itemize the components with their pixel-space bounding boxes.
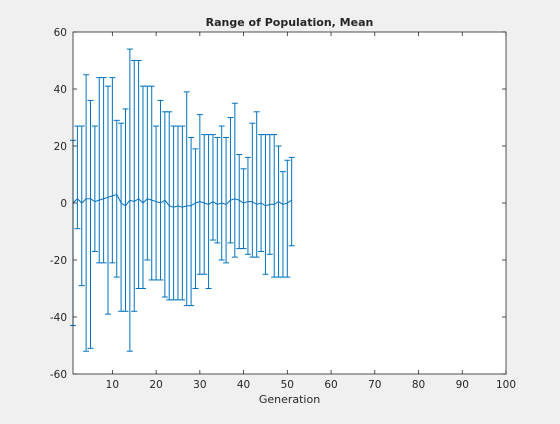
- error-bar: [231, 102, 238, 258]
- x-tick-label: 80: [412, 379, 425, 391]
- error-bar: [100, 77, 107, 264]
- x-tick-label: 50: [281, 379, 294, 391]
- y-tick-label: 0: [60, 198, 67, 210]
- x-tick-label: 100: [496, 379, 516, 391]
- y-tick-label: -40: [50, 312, 67, 324]
- y-tick-label: 40: [54, 84, 67, 96]
- x-tick-label: 20: [149, 379, 162, 391]
- error-bar: [87, 99, 94, 349]
- error-bar: [113, 119, 120, 278]
- error-bar: [109, 77, 116, 264]
- x-axis-label: Generation: [259, 393, 320, 406]
- x-tick-label: 90: [456, 379, 469, 391]
- series-layer: [70, 48, 295, 352]
- x-tick-label: 60: [324, 379, 337, 391]
- x-tick-label: 10: [106, 379, 119, 391]
- error-bar: [284, 159, 291, 278]
- error-bar: [78, 125, 85, 287]
- error-bar: [192, 148, 199, 289]
- error-bar: [223, 136, 230, 264]
- error-bar: [218, 125, 225, 261]
- error-bar: [91, 125, 98, 252]
- error-bar: [188, 136, 195, 307]
- axes-layer: 10 20 30 40 50 60 70 80 90 100 -60 -40 -20 0 20 40 60: [50, 27, 516, 391]
- x-tick-label: 40: [237, 379, 250, 391]
- error-bar: [83, 74, 90, 352]
- y-tick-label: 60: [54, 27, 67, 39]
- error-bar: [227, 117, 234, 244]
- plot-area: [73, 32, 506, 374]
- x-tick-label: 30: [193, 379, 206, 391]
- chart-title: Range of Population, Mean: [206, 16, 374, 29]
- error-bar: [104, 85, 111, 315]
- error-bar: [253, 111, 260, 258]
- error-bar: [179, 125, 186, 301]
- error-bar: [122, 108, 129, 312]
- error-bar: [157, 99, 164, 281]
- error-bar: [240, 168, 247, 250]
- error-bar: [244, 156, 251, 255]
- error-bar: [214, 136, 221, 244]
- y-tick-label: -20: [50, 255, 67, 267]
- error-bar: [209, 134, 216, 241]
- x-tick-label: 70: [368, 379, 381, 391]
- y-tick-label: -60: [50, 369, 67, 381]
- mean-line: [72, 193, 292, 208]
- y-tick-label: 20: [54, 141, 67, 153]
- error-bar: [288, 156, 295, 247]
